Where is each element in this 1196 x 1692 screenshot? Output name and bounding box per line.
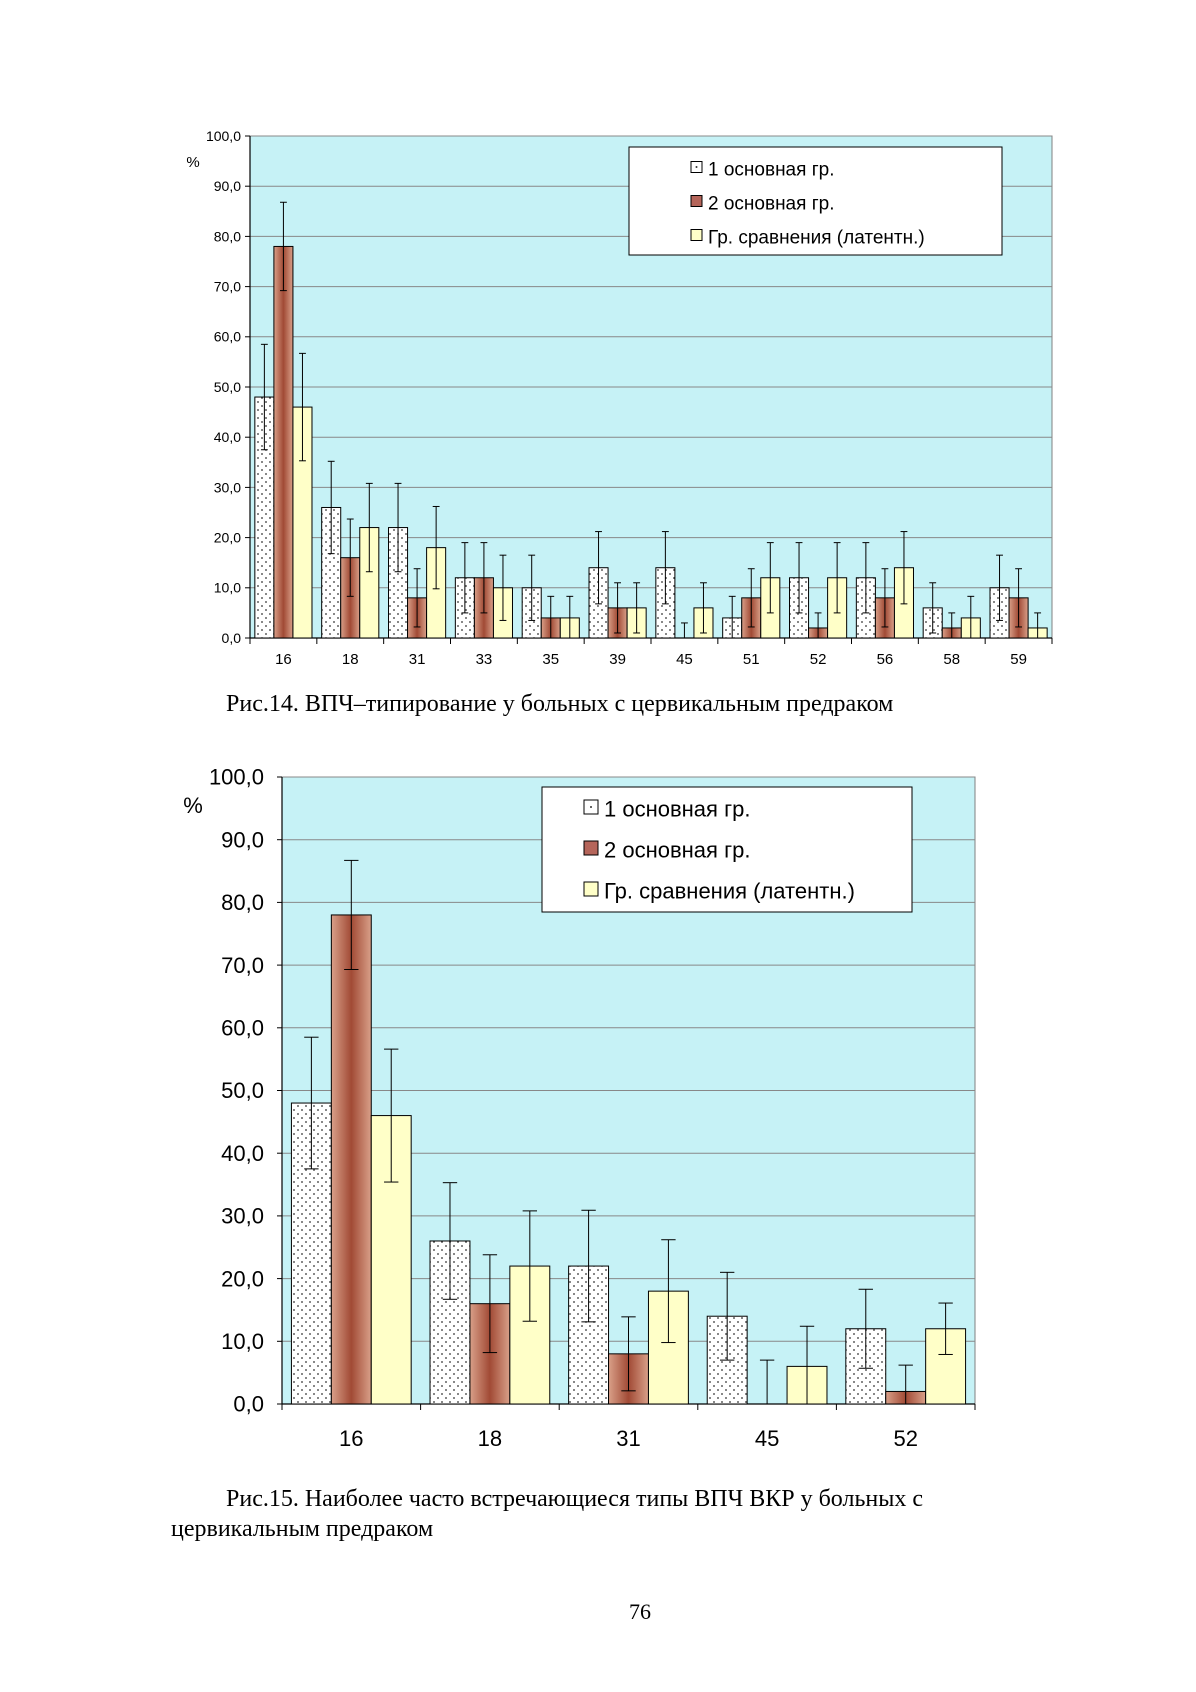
legend-label: 1 основная гр. (708, 160, 834, 181)
x-tick-label: 52 (893, 1426, 917, 1451)
y-tick-label: 20,0 (221, 1266, 264, 1291)
y-tick-label: 70,0 (214, 279, 241, 295)
x-tick-label: 59 (1010, 651, 1027, 668)
y-tick-label: 90,0 (221, 827, 264, 852)
figure-15-caption: Рис.15. Наиболее часто встречающиеся тип… (171, 1486, 924, 1542)
x-tick-label: 31 (616, 1426, 640, 1451)
y-tick-label: 10,0 (214, 580, 241, 596)
y-tick-label: 100,0 (209, 765, 264, 790)
legend-label: 1 основная гр. (604, 797, 750, 822)
y-tick-label: 0,0 (233, 1392, 264, 1417)
y-tick-label: 80,0 (221, 890, 264, 915)
y-tick-label: 50,0 (214, 379, 241, 395)
legend-label: Гр. сравнения (латентн.) (708, 228, 925, 249)
y-tick-label: 30,0 (221, 1204, 264, 1229)
y-tick-label: 60,0 (221, 1016, 264, 1041)
y-axis-label: % (186, 154, 199, 171)
legend-swatch-dot (695, 166, 698, 168)
legend-box (541, 786, 913, 913)
x-tick-label: 18 (478, 1426, 502, 1451)
x-tick-label: 16 (275, 651, 292, 668)
x-tick-label: 56 (877, 651, 894, 668)
legend-label: 2 основная гр. (604, 838, 750, 863)
x-tick-label: 51 (743, 651, 760, 668)
bar-series-2 (273, 245, 294, 639)
legend-label: Гр. сравнения (латентн.) (604, 879, 855, 904)
x-tick-label: 58 (943, 651, 960, 668)
y-tick-label: 100,0 (206, 128, 241, 144)
x-tick-label: 31 (409, 651, 426, 668)
y-tick-label: 30,0 (214, 479, 241, 495)
legend-swatch-3 (583, 881, 599, 897)
y-tick-label: 40,0 (221, 1141, 264, 1166)
x-tick-label: 18 (342, 651, 359, 668)
legend-swatch-2 (583, 840, 599, 856)
chart-fig15: 0,0 10,0 20,0 30,0 40,0 50,0 60,0 70,0 80,0 90,0 1… (183, 765, 976, 1451)
x-tick-label: 45 (676, 651, 693, 668)
y-tick-label: 20,0 (214, 530, 241, 546)
y-axis-label: % (183, 793, 203, 818)
x-tick-label: 16 (339, 1426, 363, 1451)
y-tick-label: 10,0 (221, 1329, 264, 1354)
y-tick-label: 50,0 (221, 1078, 264, 1103)
x-tick-label: 52 (810, 651, 827, 668)
bar-series-2 (330, 914, 372, 1405)
legend-label: 2 основная гр. (708, 194, 834, 215)
y-tick-label: 40,0 (214, 429, 241, 445)
y-tick-label: 90,0 (214, 178, 241, 194)
legend-swatch-2 (690, 195, 703, 207)
x-tick-label: 35 (542, 651, 559, 668)
y-tick-label: 0,0 (222, 630, 242, 646)
y-tick-label: 60,0 (214, 329, 241, 345)
legend-swatch-3 (690, 229, 703, 241)
page-number: 76 (629, 1599, 651, 1624)
figure-14-caption: Рис.14. ВПЧ–типирование у больных с церв… (226, 691, 894, 717)
y-tick-label: 80,0 (214, 228, 241, 244)
y-tick-label: 70,0 (221, 953, 264, 978)
x-tick-label: 45 (755, 1426, 779, 1451)
chart-fig14: 0,0 10,0 20,0 30,0 40,0 50,0 60,0 70,0 80,0 90,0 1… (186, 128, 1053, 668)
x-tick-label: 33 (476, 651, 493, 668)
x-tick-label: 39 (609, 651, 626, 668)
legend-swatch-dot (590, 806, 592, 808)
